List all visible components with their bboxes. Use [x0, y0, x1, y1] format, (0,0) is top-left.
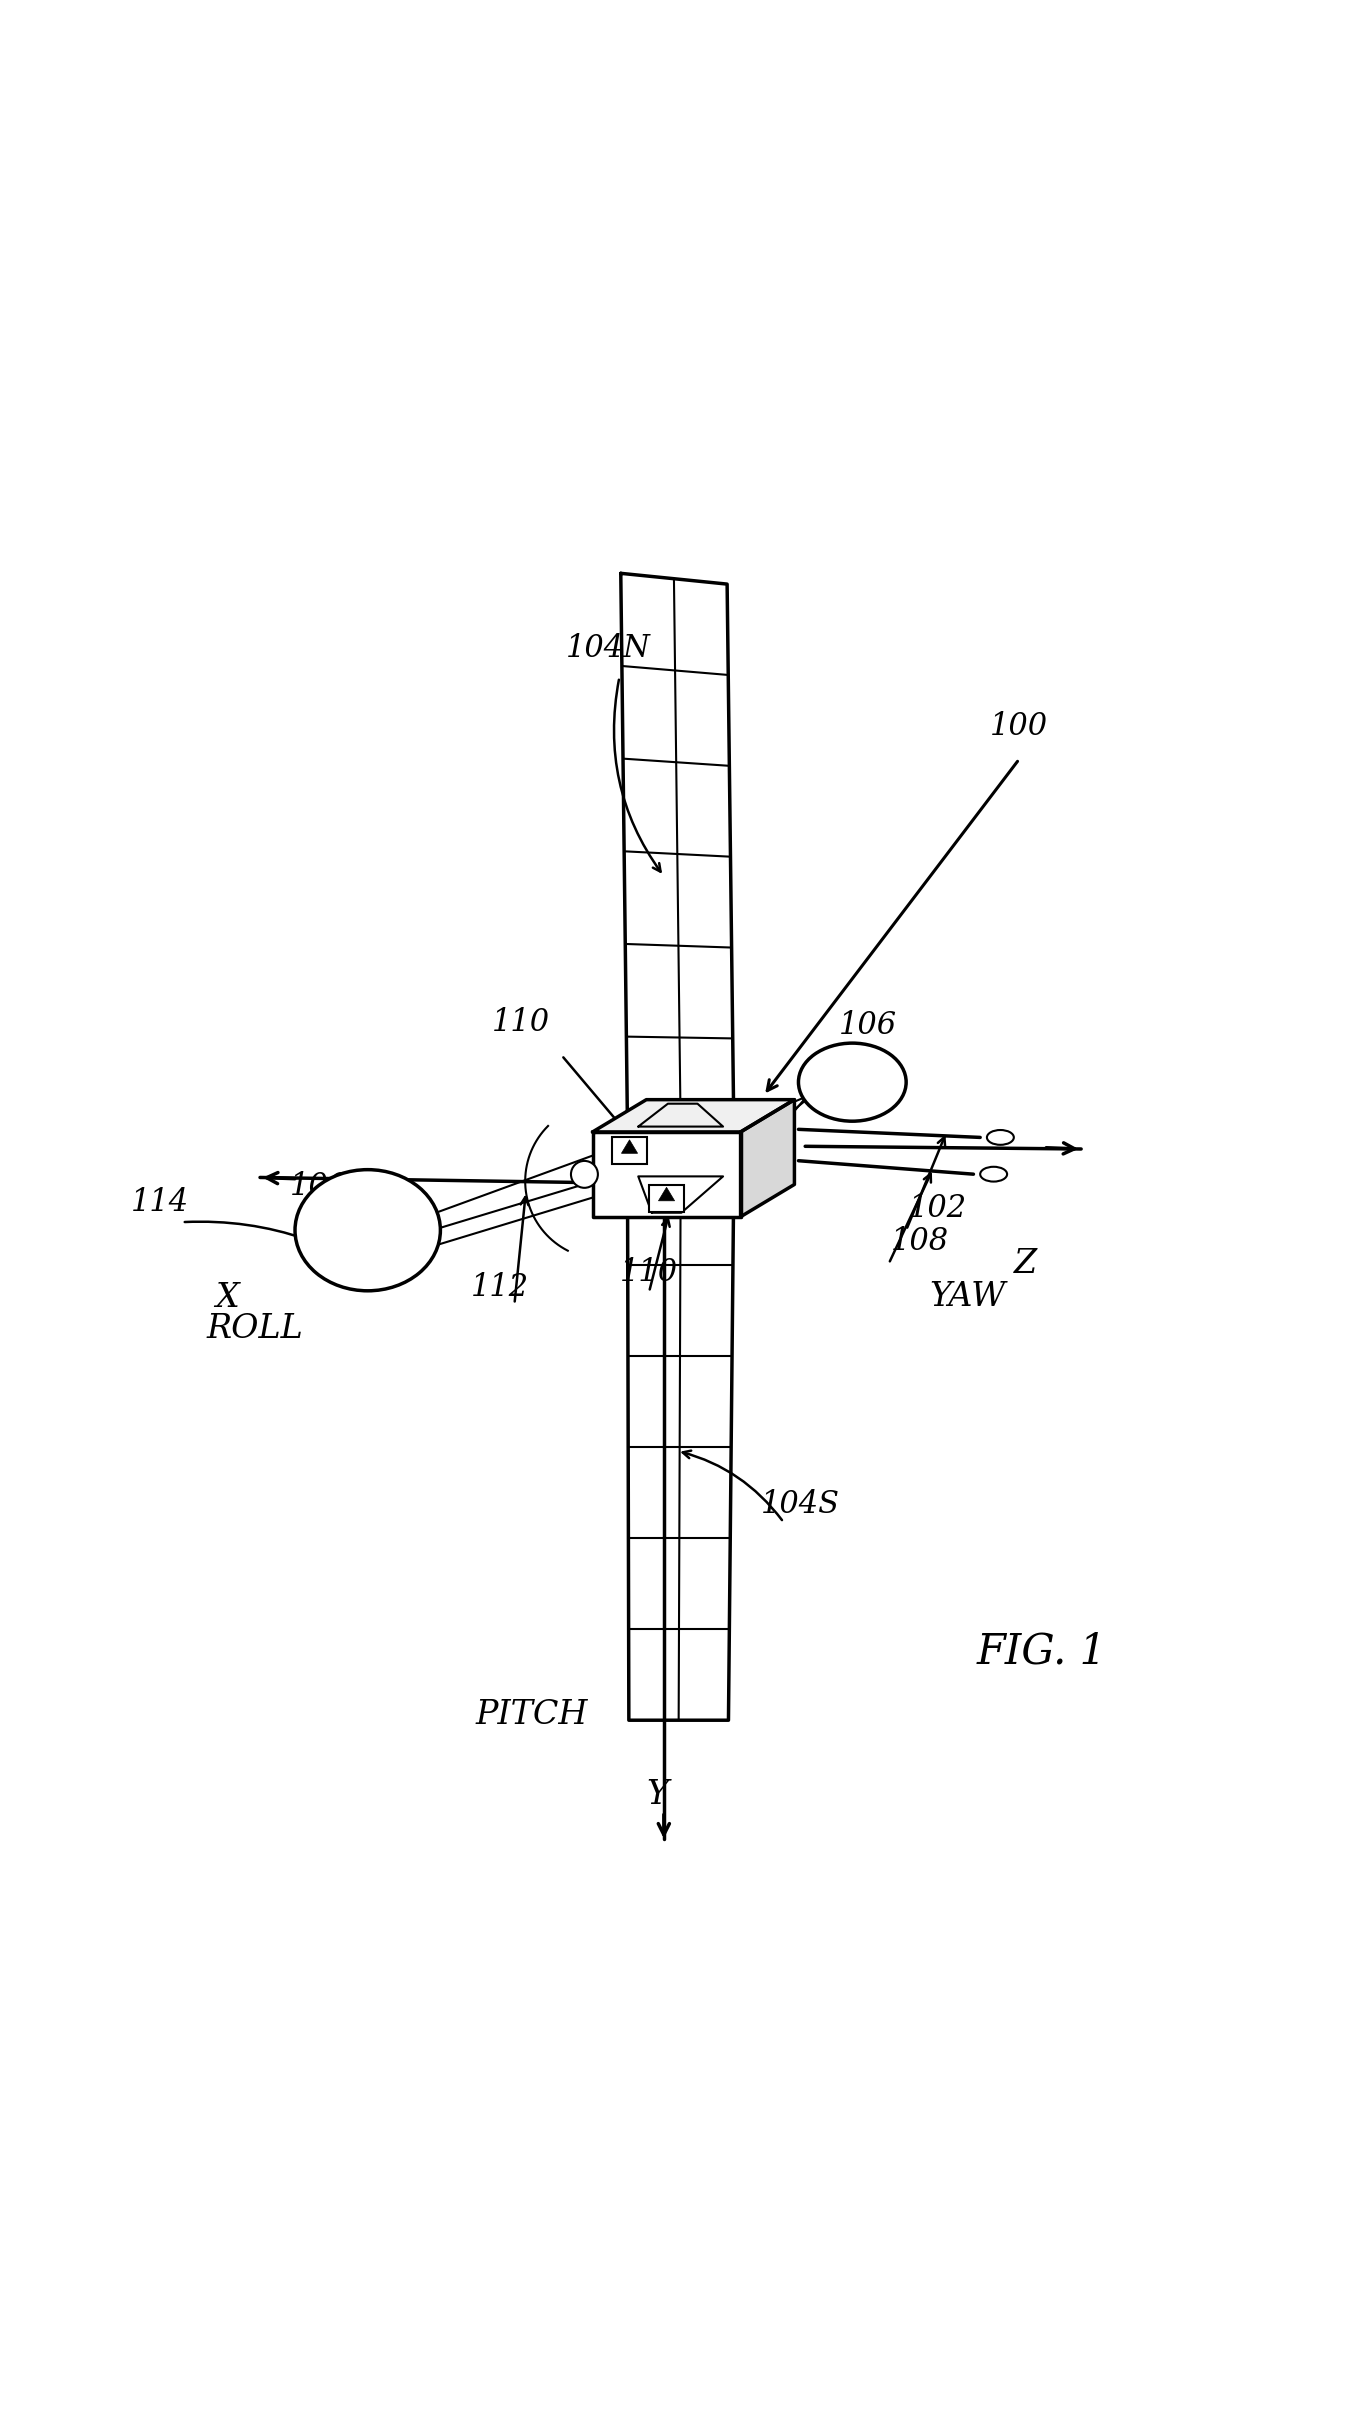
Text: YAW: YAW: [929, 1281, 1005, 1312]
Ellipse shape: [981, 1167, 1008, 1182]
Ellipse shape: [798, 1042, 906, 1122]
FancyBboxPatch shape: [612, 1136, 647, 1165]
Text: 108: 108: [891, 1225, 949, 1257]
Polygon shape: [593, 1100, 794, 1131]
Text: 114: 114: [131, 1187, 189, 1218]
Text: ROLL: ROLL: [207, 1312, 303, 1346]
Text: Y: Y: [646, 1778, 668, 1811]
Text: 100: 100: [990, 712, 1047, 743]
Text: FIG. 1: FIG. 1: [976, 1631, 1106, 1672]
Polygon shape: [638, 1177, 724, 1213]
Text: 104S: 104S: [760, 1488, 839, 1520]
Text: PITCH: PITCH: [476, 1698, 588, 1732]
Polygon shape: [627, 1175, 734, 1720]
Text: 106: 106: [839, 1011, 898, 1040]
Text: 102: 102: [908, 1194, 967, 1223]
Text: 112: 112: [472, 1271, 529, 1302]
Polygon shape: [620, 574, 734, 1129]
Ellipse shape: [295, 1170, 441, 1290]
Polygon shape: [658, 1187, 675, 1201]
Text: 110: 110: [619, 1257, 677, 1288]
FancyBboxPatch shape: [649, 1184, 684, 1211]
Polygon shape: [741, 1100, 794, 1216]
Text: 110: 110: [491, 1006, 549, 1037]
Text: Z: Z: [1013, 1249, 1038, 1281]
Circle shape: [571, 1160, 598, 1187]
Text: 104N: 104N: [566, 632, 650, 663]
Polygon shape: [638, 1105, 724, 1126]
Polygon shape: [593, 1131, 741, 1216]
Polygon shape: [622, 1141, 638, 1153]
Text: X: X: [216, 1281, 239, 1315]
Ellipse shape: [987, 1129, 1013, 1146]
Text: 106: 106: [290, 1172, 348, 1201]
